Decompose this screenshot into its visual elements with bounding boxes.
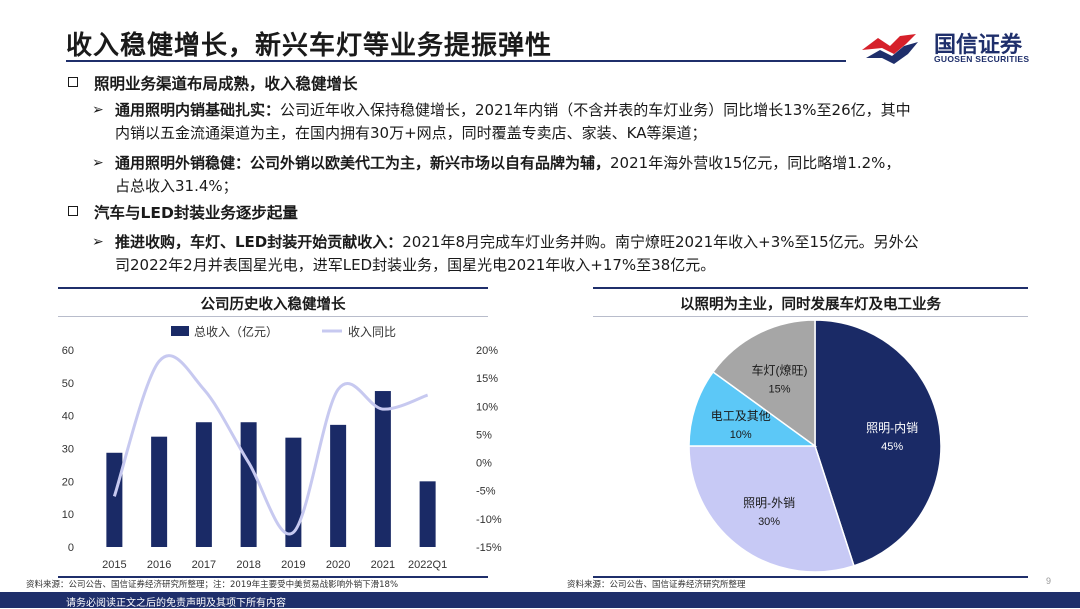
bullet-acquisition-line-2: 司2022年2月并表国星光电，进军LED封装业务，国星光电2021年收入+17%… [115, 256, 716, 274]
revenue-bar [285, 437, 302, 547]
pie-slice-value: 45% [881, 441, 903, 453]
legend-line-label: 收入同比 [348, 325, 396, 339]
revenue-bar [240, 422, 257, 547]
revenue-bar [419, 481, 436, 547]
y-left-tick-label: 30 [62, 444, 74, 456]
arrow-bullet-icon: ➢ [92, 154, 104, 170]
revenue-bar [151, 436, 168, 547]
y-left-tick-label: 10 [62, 509, 74, 521]
title-divider [66, 60, 846, 62]
revenue-bar [374, 391, 391, 547]
pie-slice [688, 445, 855, 573]
left-chart-title: 公司历史收入稳健增长 [200, 297, 346, 313]
y-left-tick-label: 20 [62, 476, 74, 488]
footer-bar [0, 592, 1080, 608]
pie-slice-label: 电工及其他 [711, 409, 771, 423]
y-right-tick-label: -5% [476, 486, 496, 498]
bullet-domestic-line-2: 内销以五金流通渠道为主，在国内拥有30万+网点，同时覆盖专卖店、家装、KA等渠道… [115, 124, 707, 142]
revenue-bar [195, 422, 212, 547]
x-tick-label: 2016 [147, 559, 171, 571]
section-heading-2: 汽车与LED封装业务逐步起量 [94, 204, 298, 222]
yoy-growth-line [112, 354, 429, 536]
left-source-note: 资料来源：公司公告、国信证券经济研究所整理；注：2019年主要受中美贸易战影响外… [26, 580, 399, 590]
bullet-acquisition-lead: 推进收购，车灯、LED封装开始贡献收入： [115, 233, 403, 251]
y-right-tick-label: 10% [476, 401, 498, 413]
y-right-tick-label: -10% [476, 514, 502, 526]
pie-slice-label: 照明-外销 [743, 496, 795, 510]
y-left-tick-label: 60 [62, 345, 74, 357]
revenue-bar [106, 452, 123, 547]
y-left-tick-label: 40 [62, 411, 74, 423]
right-panel-top-rule [593, 287, 1028, 289]
x-tick-label: 2022Q1 [408, 559, 447, 571]
revenue-bar [330, 424, 347, 547]
pie-slice-label: 照明-内销 [866, 421, 918, 435]
business-mix-pie-chart: 照明-内销 45% 照明-外销 30% 电工及其他 10% 车灯(燎旺) 15% [688, 319, 942, 573]
right-panel-title-rule [593, 316, 1028, 317]
y-right-tick-label: -15% [476, 542, 502, 554]
pie-slice-value: 15% [769, 383, 791, 395]
square-bullet-icon [68, 77, 78, 87]
page-title: 收入稳健增长，新兴车灯等业务提振弹性 [66, 31, 553, 61]
pie-slice-label: 车灯(燎旺) [752, 362, 808, 377]
bullet-overseas-line-2: 占总收入31.4%； [115, 177, 238, 195]
y-right-tick-label: 20% [476, 345, 498, 357]
left-panel-top-rule [58, 287, 488, 289]
left-panel-title-rule [58, 316, 488, 317]
bullet-overseas-line-1: 2021年海外营收15亿元，同比略增1.2%， [610, 154, 901, 172]
arrow-bullet-icon: ➢ [92, 233, 104, 249]
pie-slice-value: 30% [758, 516, 780, 528]
guosen-logo-icon [862, 34, 918, 64]
y-right-tick-label: 5% [476, 429, 492, 441]
pie-slice [688, 370, 818, 447]
x-tick-label: 2019 [281, 559, 305, 571]
footer-disclaimer: 请务必阅读正文之后的免责声明及其项下所有内容 [66, 598, 286, 609]
page-number: 9 [1046, 576, 1052, 586]
left-panel-bottom-rule [58, 576, 488, 578]
right-source-note: 资料来源：公司公告、国信证券经济研究所整理 [567, 580, 746, 590]
y-right-tick-label: 0% [476, 458, 492, 470]
section-heading-1: 照明业务渠道布局成熟，收入稳健增长 [94, 75, 358, 93]
bullet-domestic: 通用照明内销基础扎实：公司近年收入保持稳健增长，2021年内销（不含并表的车灯业… [115, 99, 1045, 145]
square-bullet-icon [68, 206, 78, 216]
arrow-bullet-icon: ➢ [92, 101, 104, 117]
logo-text-cn: 国信证券 [934, 33, 1023, 58]
bullet-domestic-line-1: 公司近年收入保持稳健增长，2021年内销（不含并表的车灯业务）同比增长13%至2… [280, 101, 911, 119]
pie-slice [814, 319, 942, 567]
legend-bar-swatch [171, 326, 189, 336]
x-tick-label: 2015 [102, 559, 126, 571]
pie-slice-value: 10% [730, 429, 752, 441]
bullet-overseas-lead: 通用照明外销稳健：公司外销以欧美代工为主，新兴市场以自有品牌为辅， [115, 154, 611, 172]
y-left-tick-label: 50 [62, 378, 74, 390]
pie-slice [712, 319, 816, 448]
revenue-combo-chart: 总收入（亿元） 收入同比 60 50 40 30 20 10 0 20% 15% 10% 5% 0% -5%… [62, 324, 502, 571]
x-tick-label: 2021 [371, 559, 395, 571]
right-chart-title: 以照明为主业，同时发展车灯及电工业务 [680, 297, 941, 313]
x-tick-label: 2020 [326, 559, 350, 571]
right-panel-bottom-rule [593, 576, 1028, 578]
x-tick-label: 2018 [236, 559, 260, 571]
bullet-domestic-lead: 通用照明内销基础扎实： [115, 101, 281, 119]
y-left-tick-label: 0 [68, 542, 74, 554]
logo-text-en: GUOSEN SECURITIES [934, 54, 1030, 64]
bullet-acquisition: 推进收购，车灯、LED封装开始贡献收入：2021年8月完成车灯业务并购。南宁燎旺… [115, 231, 1055, 277]
bullet-overseas: 通用照明外销稳健：公司外销以欧美代工为主，新兴市场以自有品牌为辅，2021年海外… [115, 152, 1055, 198]
x-tick-label: 2017 [192, 559, 216, 571]
legend-bar-label: 总收入（亿元） [194, 324, 278, 339]
y-right-tick-label: 15% [476, 373, 498, 385]
bullet-acquisition-line-1: 2021年8月完成车灯业务并购。南宁燎旺2021年收入+3%至15亿元。另外公 [402, 233, 919, 251]
